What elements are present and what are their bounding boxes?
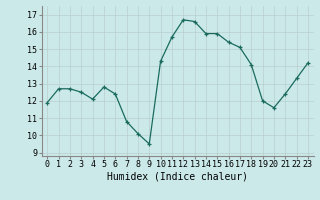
X-axis label: Humidex (Indice chaleur): Humidex (Indice chaleur) bbox=[107, 172, 248, 182]
